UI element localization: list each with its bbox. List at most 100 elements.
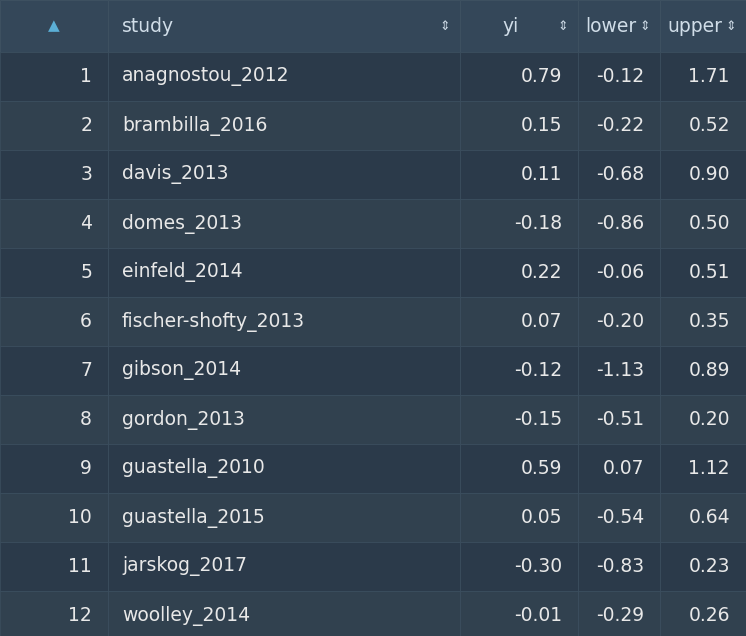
Bar (108, 199, 460, 248)
Text: 0.15: 0.15 (521, 116, 562, 135)
Bar (578, 493, 660, 542)
Text: 8: 8 (80, 410, 92, 429)
Text: 0.20: 0.20 (689, 410, 730, 429)
Bar (660, 150, 746, 199)
Bar (460, 395, 578, 444)
Bar (108, 52, 460, 101)
Bar (0, 150, 108, 199)
Bar (578, 150, 660, 199)
Bar (108, 0, 460, 52)
Bar (660, 52, 746, 101)
Bar (578, 444, 660, 493)
Bar (578, 297, 660, 346)
Bar (660, 346, 746, 395)
Text: ⇕: ⇕ (726, 20, 736, 32)
Text: 3: 3 (80, 165, 92, 184)
Bar (460, 248, 578, 297)
Text: anagnostou_2012: anagnostou_2012 (122, 67, 289, 86)
Text: -0.86: -0.86 (596, 214, 644, 233)
Bar (460, 199, 578, 248)
Text: 1.12: 1.12 (689, 459, 730, 478)
Text: 0.89: 0.89 (689, 361, 730, 380)
Bar (660, 248, 746, 297)
Text: -0.15: -0.15 (514, 410, 562, 429)
Text: -0.18: -0.18 (514, 214, 562, 233)
Text: -0.12: -0.12 (596, 67, 644, 86)
Bar (108, 248, 460, 297)
Text: woolley_2014: woolley_2014 (122, 605, 250, 625)
Text: -0.20: -0.20 (596, 312, 644, 331)
Bar (0, 591, 108, 636)
Bar (660, 395, 746, 444)
Text: 1: 1 (80, 67, 92, 86)
Text: 4: 4 (80, 214, 92, 233)
Bar (0, 542, 108, 591)
Text: 0.50: 0.50 (689, 214, 730, 233)
Bar (0, 493, 108, 542)
Bar (108, 395, 460, 444)
Text: ⇕: ⇕ (639, 20, 650, 32)
Text: 0.59: 0.59 (521, 459, 562, 478)
Bar (460, 297, 578, 346)
Bar (108, 101, 460, 150)
Bar (0, 444, 108, 493)
Bar (578, 542, 660, 591)
Bar (660, 199, 746, 248)
Text: -1.13: -1.13 (596, 361, 644, 380)
Bar (660, 493, 746, 542)
Text: 9: 9 (80, 459, 92, 478)
Text: 2: 2 (80, 116, 92, 135)
Bar (0, 199, 108, 248)
Bar (460, 101, 578, 150)
Text: 12: 12 (68, 606, 92, 625)
Text: fischer-shofty_2013: fischer-shofty_2013 (122, 312, 305, 331)
Text: 0.26: 0.26 (689, 606, 730, 625)
Text: 0.79: 0.79 (521, 67, 562, 86)
Text: guastella_2015: guastella_2015 (122, 508, 265, 527)
Bar (460, 0, 578, 52)
Bar (460, 493, 578, 542)
Text: ⇕: ⇕ (439, 20, 450, 32)
Text: brambilla_2016: brambilla_2016 (122, 116, 267, 135)
Text: 0.51: 0.51 (689, 263, 730, 282)
Bar (0, 101, 108, 150)
Text: lower: lower (586, 17, 636, 36)
Text: 0.90: 0.90 (689, 165, 730, 184)
Bar (660, 101, 746, 150)
Bar (0, 52, 108, 101)
Bar (460, 346, 578, 395)
Bar (660, 444, 746, 493)
Text: 0.05: 0.05 (521, 508, 562, 527)
Text: 1.71: 1.71 (689, 67, 730, 86)
Text: -0.30: -0.30 (514, 557, 562, 576)
Bar (578, 0, 660, 52)
Text: upper: upper (668, 17, 722, 36)
Text: 11: 11 (68, 557, 92, 576)
Bar (0, 297, 108, 346)
Text: 10: 10 (68, 508, 92, 527)
Text: -0.54: -0.54 (596, 508, 644, 527)
Text: yi: yi (503, 17, 519, 36)
Text: study: study (122, 17, 174, 36)
Bar (660, 591, 746, 636)
Text: -0.68: -0.68 (596, 165, 644, 184)
Text: 6: 6 (80, 312, 92, 331)
Text: 0.35: 0.35 (689, 312, 730, 331)
Text: guastella_2010: guastella_2010 (122, 459, 265, 478)
Bar (578, 101, 660, 150)
Bar (108, 493, 460, 542)
Bar (578, 346, 660, 395)
Text: 5: 5 (80, 263, 92, 282)
Bar (108, 444, 460, 493)
Bar (460, 542, 578, 591)
Bar (108, 297, 460, 346)
Bar (578, 199, 660, 248)
Bar (0, 346, 108, 395)
Bar (460, 444, 578, 493)
Bar (660, 297, 746, 346)
Text: ⇕: ⇕ (557, 20, 568, 32)
Text: -0.06: -0.06 (596, 263, 644, 282)
Bar (660, 0, 746, 52)
Bar (0, 0, 108, 52)
Text: jarskog_2017: jarskog_2017 (122, 556, 247, 576)
